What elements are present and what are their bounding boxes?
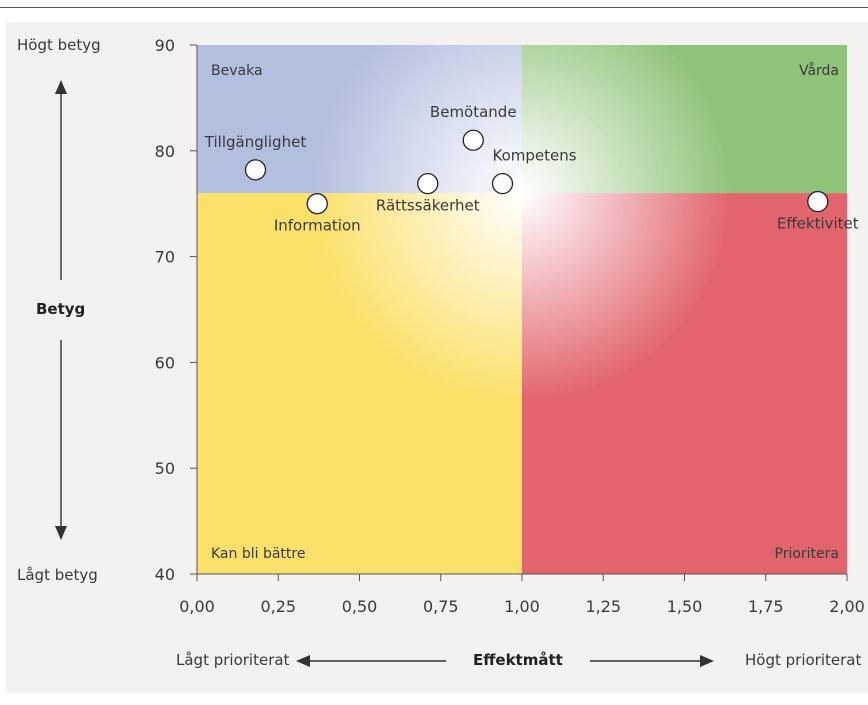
y-tick-label: 50: [155, 459, 175, 478]
x-arrow-right-head: [700, 655, 714, 667]
y-arrow-down-head: [55, 526, 67, 540]
point-label: Information: [274, 217, 361, 235]
y-low-label: Lågt betyg: [17, 566, 98, 584]
y-tick-label: 80: [155, 142, 175, 161]
data-point: [493, 174, 513, 194]
quadrant-label-varda: Vårda: [799, 62, 839, 79]
quadrant-label-bevaka: Bevaka: [211, 63, 263, 79]
x-arrow-left-head: [296, 655, 310, 667]
quadrant-bottom-left: [197, 193, 522, 574]
y-tick-label: 90: [155, 36, 175, 55]
y-high-label: Högt betyg: [17, 36, 101, 54]
point-label: Bemötande: [430, 103, 517, 121]
y-tick-label: 70: [155, 248, 175, 267]
x-tick-label: 0,75: [423, 597, 459, 616]
x-tick-label: 0,50: [342, 597, 378, 616]
x-tick-label: 1,50: [667, 597, 703, 616]
point-label: Kompetens: [493, 147, 577, 165]
data-point: [307, 194, 327, 214]
y-axis-title: Betyg: [36, 300, 85, 318]
x-tick-label: 0,25: [260, 597, 296, 616]
data-point: [808, 192, 828, 212]
x-tick-label: 1,75: [748, 597, 784, 616]
quadrant-label-kan-bli-battre: Kan bli bättre: [211, 546, 305, 562]
quadrant-label-prioritera: Prioritera: [775, 546, 840, 562]
x-high-label: Högt prioriterat: [745, 651, 861, 669]
point-label: Tillgänglighet: [204, 133, 307, 151]
x-tick-label: 1,00: [504, 597, 540, 616]
point-label: Rättssäkerhet: [376, 197, 480, 215]
x-axis-title: Effektmått: [473, 651, 563, 669]
y-tick-label: 60: [155, 353, 175, 372]
data-point: [418, 174, 438, 194]
data-point: [246, 160, 266, 180]
x-tick-label: 2,00: [829, 597, 865, 616]
x-low-label: Lågt prioriterat: [176, 651, 289, 669]
x-tick-label: 1,25: [585, 597, 621, 616]
data-point: [463, 130, 483, 150]
y-tick-label: 40: [155, 565, 175, 584]
x-tick-label: 0,00: [179, 597, 215, 616]
y-arrow-up-head: [55, 80, 67, 94]
point-label: Effektivitet: [777, 215, 859, 233]
quadrant-bottom-right: [522, 193, 847, 574]
